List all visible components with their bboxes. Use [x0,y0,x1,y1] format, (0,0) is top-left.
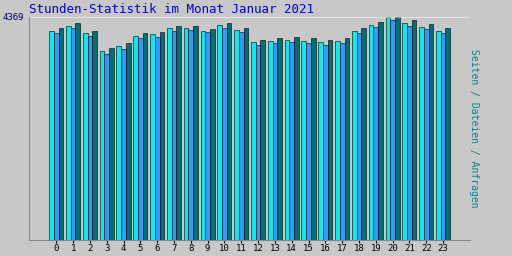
Bar [311,38,315,240]
Bar [395,17,400,240]
Bar [445,28,450,240]
Bar [143,33,147,240]
Bar [176,26,181,240]
Bar [302,41,306,240]
Bar [261,40,265,240]
Bar [378,22,383,240]
Bar [323,45,328,240]
Y-axis label: Seiten / Dateien / Anfragen: Seiten / Dateien / Anfragen [468,49,479,208]
Bar [167,28,172,240]
Bar [407,26,412,240]
Bar [138,38,143,240]
Bar [116,46,121,240]
Bar [412,20,416,240]
Bar [335,41,340,240]
Bar [150,34,155,240]
Bar [361,28,366,240]
Bar [66,26,71,240]
Bar [160,32,164,240]
Bar [121,49,126,240]
Bar [227,23,231,240]
Bar [340,44,345,240]
Bar [54,33,58,240]
Bar [251,42,255,240]
Bar [306,44,311,240]
Bar [352,31,357,240]
Bar [272,44,277,240]
Bar [255,45,261,240]
Text: Stunden-Statistik im Monat Januar 2021: Stunden-Statistik im Monat Januar 2021 [29,3,314,16]
Bar [373,27,378,240]
Bar [268,41,272,240]
Bar [126,43,131,240]
Bar [402,23,407,240]
Bar [386,17,390,240]
Bar [88,36,92,240]
Bar [104,54,109,240]
Bar [357,33,361,240]
Bar [184,28,188,240]
Bar [424,29,429,240]
Bar [83,33,88,240]
Bar [133,36,138,240]
Bar [100,51,104,240]
Bar [390,20,395,240]
Bar [222,28,227,240]
Bar [285,40,289,240]
Bar [172,31,176,240]
Bar [155,37,160,240]
Bar [58,28,63,240]
Bar [205,32,210,240]
Bar [419,27,424,240]
Bar [277,38,282,240]
Bar [244,28,248,240]
Bar [210,29,215,240]
Bar [92,31,97,240]
Bar [328,40,332,240]
Bar [201,31,205,240]
Bar [429,24,433,240]
Bar [109,48,114,240]
Bar [188,30,193,240]
Bar [234,30,239,240]
Bar [294,37,299,240]
Bar [75,23,80,240]
Bar [193,26,198,240]
Bar [436,31,441,240]
Bar [289,42,294,240]
Bar [441,33,445,240]
Bar [71,28,75,240]
Bar [239,32,244,240]
Bar [345,38,349,240]
Bar [218,25,222,240]
Bar [49,31,54,240]
Bar [369,25,373,240]
Bar [318,42,323,240]
